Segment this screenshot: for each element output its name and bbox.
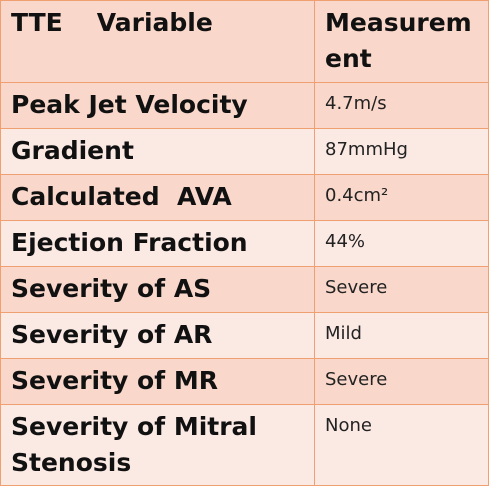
header-variable-cell: TTE Variable: [1, 1, 315, 82]
measurement-cell: 87mmHg: [325, 139, 408, 160]
measurement-cell: Severe: [325, 369, 388, 390]
measurement-cell: Mild: [325, 323, 362, 344]
table-row: Gradient 87mmHg: [1, 129, 488, 175]
variable-cell: Severity of MR: [1, 359, 315, 404]
table-header-row: TTE Variable Measurement: [1, 1, 488, 83]
measurement-cell: Severe: [325, 277, 388, 298]
header-tte-label: TTE: [11, 8, 63, 37]
variable-cell: Severity of AS: [1, 267, 315, 312]
header-measurement-label: Measurement: [325, 8, 472, 73]
table-row: Calculated AVA 0.4cm²: [1, 175, 488, 221]
variable-cell: Calculated AVA: [1, 175, 315, 220]
table-row: Severity of MR Severe: [1, 359, 488, 405]
variable-cell: Peak Jet Velocity: [1, 83, 315, 128]
table-row: Ejection Fraction 44%: [1, 221, 488, 267]
measurement-cell: 4.7m/s: [325, 93, 387, 114]
measurement-cell: None: [325, 415, 372, 436]
measurement-cell: 0.4cm²: [325, 185, 389, 206]
table-row: Severity of AS Severe: [1, 267, 488, 313]
measurement-cell: 44%: [325, 231, 366, 252]
header-measurement-cell: Measurement: [315, 1, 488, 82]
variable-cell: Severity of AR: [1, 313, 315, 358]
table-row: Peak Jet Velocity 4.7m/s: [1, 83, 488, 129]
variable-cell: Severity of Mitral Stenosis: [1, 405, 315, 485]
table-row: Severity of AR Mild: [1, 313, 488, 359]
table-row: Severity of Mitral Stenosis None: [1, 405, 488, 485]
variable-cell: Ejection Fraction: [1, 221, 315, 266]
variable-cell: Gradient: [1, 129, 315, 174]
header-variable-label: Variable: [96, 8, 213, 37]
